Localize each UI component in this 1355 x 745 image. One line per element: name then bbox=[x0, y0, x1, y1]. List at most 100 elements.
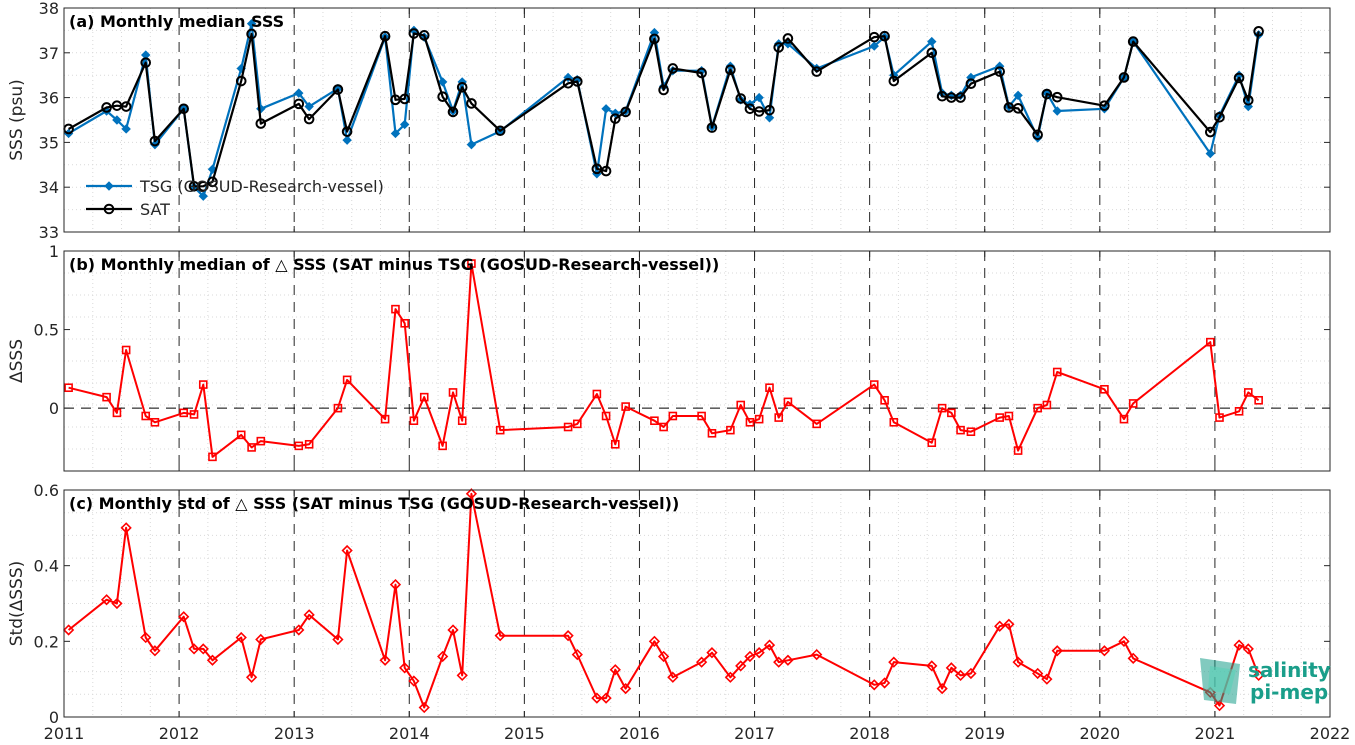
data-point bbox=[303, 113, 315, 125]
data-point bbox=[391, 304, 400, 314]
y-tick-label: 0.4 bbox=[34, 557, 59, 576]
data-point bbox=[945, 662, 957, 674]
data-point bbox=[955, 92, 966, 103]
data-point bbox=[438, 441, 447, 451]
data-point bbox=[111, 597, 123, 610]
data-point bbox=[408, 28, 420, 39]
data-point bbox=[256, 436, 266, 446]
data-point bbox=[467, 259, 476, 268]
data-point bbox=[437, 91, 448, 103]
data-point bbox=[1032, 667, 1044, 680]
data-point bbox=[141, 411, 151, 421]
data-point bbox=[293, 98, 305, 110]
data-point bbox=[591, 163, 603, 175]
data-point bbox=[379, 30, 391, 42]
data-point bbox=[868, 31, 880, 43]
legend-entry: TSG (GOSUD-Research-vessel) bbox=[139, 177, 384, 196]
data-point bbox=[1052, 106, 1062, 116]
data-point bbox=[736, 400, 746, 410]
data-point bbox=[1100, 384, 1109, 394]
data-point bbox=[571, 648, 583, 661]
data-point bbox=[1215, 413, 1224, 422]
data-point bbox=[120, 101, 132, 112]
data-point bbox=[400, 318, 409, 328]
data-point bbox=[994, 66, 1005, 77]
data-point bbox=[208, 452, 217, 462]
data-point bbox=[726, 425, 735, 435]
data-point bbox=[724, 671, 737, 683]
data-point bbox=[342, 375, 352, 385]
data-point bbox=[648, 635, 661, 647]
y-axis-label: SSS (psu) bbox=[7, 79, 27, 160]
data-point bbox=[1128, 399, 1138, 408]
data-point bbox=[255, 633, 267, 646]
minor-grid bbox=[64, 251, 1330, 471]
data-point bbox=[112, 408, 122, 418]
data-point bbox=[341, 126, 353, 137]
data-point bbox=[696, 67, 707, 79]
year-gridlines bbox=[178, 8, 1216, 232]
y-tick-label: 0.2 bbox=[34, 632, 59, 651]
data-point bbox=[1119, 414, 1129, 424]
data-point bbox=[466, 98, 477, 109]
data-point bbox=[600, 165, 612, 177]
data-point bbox=[188, 643, 200, 655]
y-ticks: 0 0.2 0.4 0.6 bbox=[34, 481, 1330, 727]
x-tick-label: 2015 bbox=[504, 724, 545, 743]
data-point bbox=[121, 345, 131, 355]
data-point bbox=[1118, 635, 1130, 647]
data-point bbox=[697, 411, 706, 421]
data-point bbox=[667, 671, 679, 683]
data-point bbox=[390, 128, 401, 139]
data-point bbox=[245, 671, 258, 683]
data-point bbox=[149, 135, 161, 147]
data-point bbox=[947, 408, 956, 418]
data-point bbox=[695, 656, 708, 668]
data-point bbox=[456, 81, 468, 93]
data-point bbox=[457, 416, 467, 426]
logo-line-1: salinity bbox=[1248, 658, 1331, 682]
y-tick-label: 0.6 bbox=[34, 481, 59, 500]
data-point bbox=[247, 443, 256, 452]
data-point bbox=[206, 654, 219, 666]
data-point bbox=[888, 656, 900, 668]
data-point bbox=[650, 416, 659, 426]
y-tick-label: 0 bbox=[49, 399, 59, 418]
x-ticks: 2011 2012 2013 2014 2015 2016 2017 2018 2019 2020… bbox=[44, 490, 1351, 743]
y-tick-label: 0.5 bbox=[34, 321, 59, 340]
data-point bbox=[592, 389, 602, 399]
logo-line-2: pi-mep bbox=[1250, 680, 1328, 704]
data-point bbox=[112, 115, 122, 125]
data-point bbox=[1118, 72, 1130, 83]
data-point bbox=[332, 84, 344, 95]
data-point bbox=[562, 630, 574, 642]
y-tick-label: 38 bbox=[39, 0, 59, 18]
data-point bbox=[100, 594, 113, 606]
data-point bbox=[754, 414, 764, 424]
x-tick-label: 2012 bbox=[159, 724, 200, 743]
legend-entry: SAT bbox=[140, 200, 170, 219]
data-point bbox=[437, 650, 449, 663]
data-point bbox=[1253, 669, 1265, 682]
data-point bbox=[419, 392, 429, 402]
data-point bbox=[1032, 129, 1043, 141]
legend-marker bbox=[104, 181, 114, 191]
data-point bbox=[725, 64, 736, 76]
data-point bbox=[294, 441, 304, 451]
x-tick-label: 2021 bbox=[1195, 724, 1236, 743]
data-point bbox=[1041, 673, 1053, 685]
data-point bbox=[418, 701, 430, 714]
data-point bbox=[494, 630, 506, 642]
year-gridlines bbox=[178, 251, 1216, 471]
data-point bbox=[621, 402, 630, 411]
x-tick-label: 2022 bbox=[1310, 724, 1351, 743]
data-point bbox=[1032, 133, 1043, 143]
data-point bbox=[293, 624, 305, 636]
data-point bbox=[811, 648, 823, 661]
data-point bbox=[706, 122, 718, 133]
data-point bbox=[235, 75, 247, 87]
data-point bbox=[936, 682, 948, 695]
